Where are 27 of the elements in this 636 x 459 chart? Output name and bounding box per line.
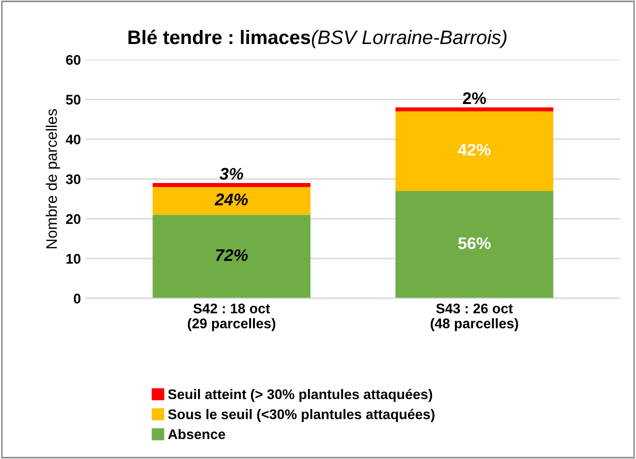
bar xyxy=(152,186,310,215)
annotation: 2% xyxy=(462,92,486,104)
bar xyxy=(395,111,554,191)
chart-title: Blé tendre : limaces xyxy=(128,30,310,44)
y-tick-label: 10 xyxy=(66,254,80,264)
annotation: 56% xyxy=(458,237,491,250)
annotation: 72% xyxy=(216,249,248,262)
legend-label: Sous le seuil (<30% plantules attaquées) xyxy=(168,408,434,422)
annotation: 24% xyxy=(214,194,248,206)
legend-label: Seuil atteint (> 30% plantules attaquées) xyxy=(168,388,432,402)
legend-label: Absence xyxy=(168,428,226,440)
bar xyxy=(152,214,310,298)
y-tick-label: 0 xyxy=(74,294,80,304)
bar xyxy=(395,107,554,112)
x-tick-label: S42 : 18 oct (29 parcelles) xyxy=(188,304,276,332)
y-tick-label: 50 xyxy=(66,94,80,105)
y-tick-label: 20 xyxy=(66,214,80,224)
y-tick-label: 40 xyxy=(66,134,80,144)
annotation: 42% xyxy=(458,144,491,156)
y-axis-title: Nombre de parcelles xyxy=(46,109,60,248)
x-tick-label: S43 : 26 oct (48 parcelles) xyxy=(430,304,518,332)
chart-subtitle: (BSV Lorraine-Barrois) xyxy=(312,30,506,48)
bar xyxy=(395,190,554,298)
bar xyxy=(152,182,310,187)
y-tick-label: 60 xyxy=(66,55,80,65)
annotation: 3% xyxy=(220,168,244,180)
y-tick-label: 30 xyxy=(66,174,80,184)
